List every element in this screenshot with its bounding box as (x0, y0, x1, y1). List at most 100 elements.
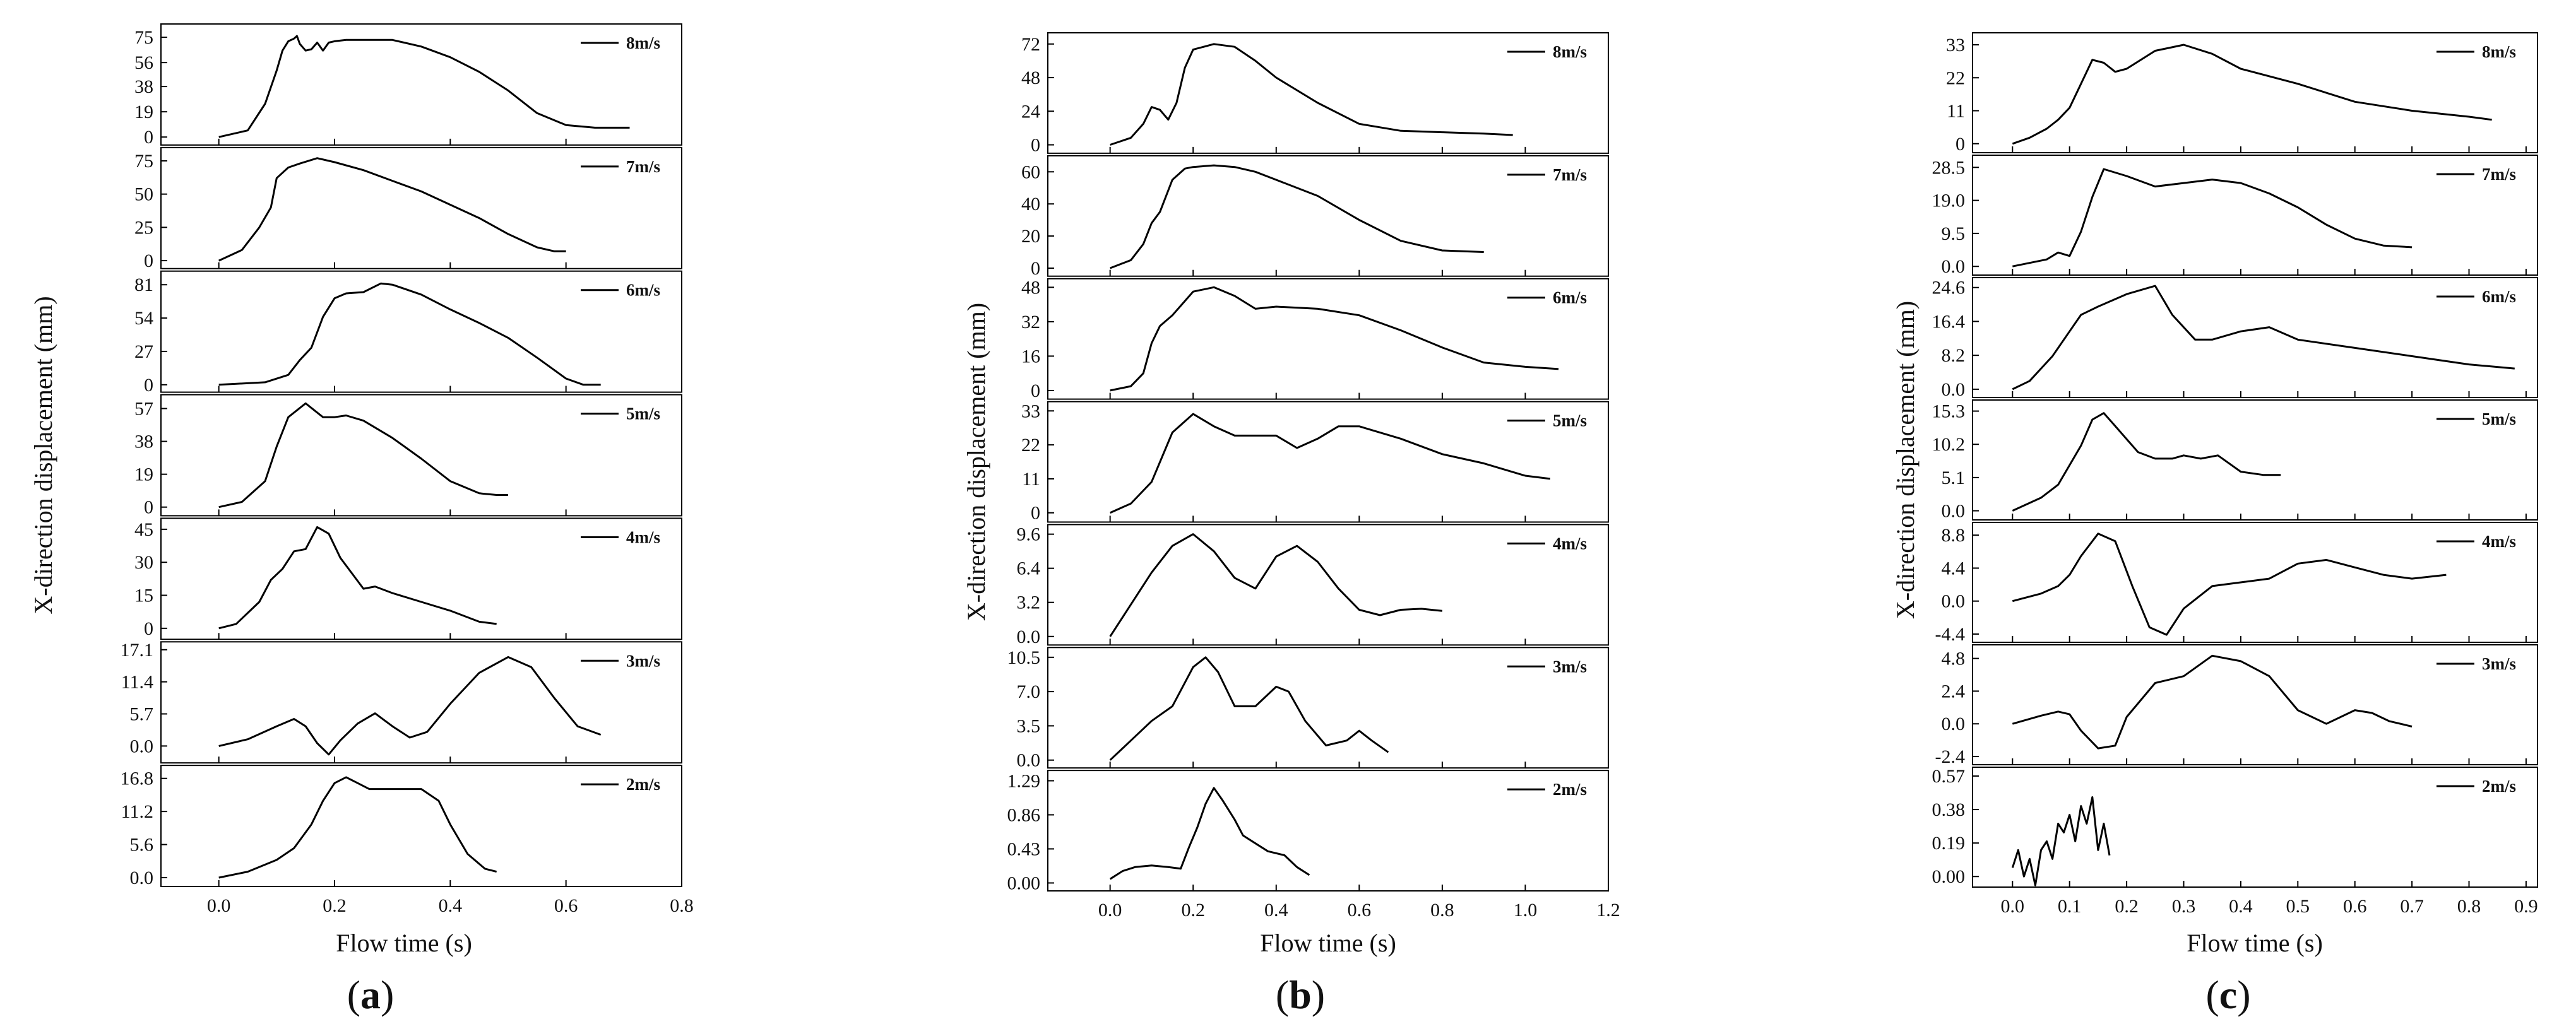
y-tick-label: 25 (134, 217, 153, 238)
series-line-8m-s (2012, 44, 2492, 145)
panel-c: 0 11 22 33 8m/s 0.0 9.5 19.0 28.5 7m/s 0.0 8.2 16.4 2… (1891, 32, 2538, 1017)
series-line-6m-s (1110, 286, 1559, 392)
x-tick-label: 0.4 (2229, 896, 2253, 917)
y-tick-label: 0 (1031, 380, 1040, 401)
subplot-frame (160, 146, 682, 269)
series-line-5m-s (2012, 412, 2281, 512)
y-tick-label: 0.0 (1942, 591, 1966, 612)
legend-label: 2m/s (1553, 780, 1587, 799)
subplot-7m-s: 0 20 40 60 7m/s (1021, 155, 1609, 279)
legend-label: 3m/s (2482, 654, 2516, 673)
series-line-5m-s (218, 402, 508, 509)
y-tick-label: 17.1 (121, 640, 154, 661)
y-tick-label: 4.4 (1942, 558, 1966, 579)
x-tick-label: 0.5 (2286, 896, 2310, 917)
y-tick-label: 0.0 (1017, 750, 1041, 771)
y-tick-label: -4.4 (1935, 624, 1966, 645)
y-tick-label: 56 (134, 52, 153, 73)
y-tick-label: 33 (1021, 401, 1040, 421)
legend-label: 3m/s (626, 651, 660, 670)
y-tick-label: 19 (134, 102, 153, 122)
series-line-4m-s (2012, 533, 2447, 636)
panel-a: 0 19 38 56 75 8m/s 0 25 50 75 7m/s 0 27 54 81 6m/s 0 19 38… (29, 23, 694, 1017)
subplot-frame (1047, 647, 1609, 769)
y-tick-label: 11.4 (121, 672, 153, 693)
x-tick-label: 0.9 (2514, 896, 2538, 917)
x-tick-label: 0.2 (2115, 896, 2139, 917)
x-tick-label: 0.0 (1098, 900, 1122, 921)
legend-label: 3m/s (1553, 657, 1587, 676)
subplot-3m-s: 0.0 3.5 7.0 10.5 3m/s (1007, 647, 1609, 771)
y-tick-label: 48 (1021, 277, 1040, 298)
y-tick-label: 50 (134, 184, 153, 205)
series-line-6m-s (218, 282, 601, 386)
subplot-frame (160, 517, 682, 640)
y-tick-label: 8.8 (1942, 525, 1966, 546)
x-tick-label: 0.0 (207, 895, 231, 916)
panel-caption-letter: b (1289, 972, 1312, 1017)
series-line-8m-s (218, 35, 630, 138)
panel-caption-letter: c (2219, 972, 2237, 1017)
y-tick-label: 6.4 (1017, 558, 1041, 579)
y-tick-label: 19.0 (1932, 191, 1966, 211)
y-tick-label: 0 (144, 250, 153, 271)
x-tick-label: 0.0 (2001, 896, 2025, 917)
y-tick-label: 0 (144, 375, 153, 396)
y-tick-label: -2.4 (1935, 746, 1966, 767)
subplot-2m-s: 0.0 5.6 11.2 16.8 2m/s (121, 765, 682, 888)
y-tick-label: 2.4 (1942, 681, 1966, 702)
y-tick-label: 0.0 (1017, 627, 1041, 647)
y-tick-label: 20 (1021, 226, 1040, 247)
y-tick-label: 81 (134, 274, 153, 295)
x-tick-label: 0.2 (1181, 900, 1205, 921)
y-tick-label: 0 (1031, 503, 1040, 524)
y-tick-label: 0 (1031, 135, 1040, 156)
y-tick-label: 0 (1956, 134, 1965, 155)
y-tick-label: 24.6 (1932, 278, 1966, 298)
y-tick-label: 22 (1946, 68, 1965, 88)
legend-label: 4m/s (1553, 534, 1587, 553)
legend-label: 8m/s (1553, 42, 1587, 61)
series-line-3m-s (1109, 656, 1389, 761)
subplot-frame (1047, 401, 1609, 523)
y-tick-label: 0.00 (1007, 873, 1041, 893)
series-line-5m-s (1110, 413, 1551, 514)
x-tick-label: 0.8 (1430, 900, 1454, 921)
legend-label: 5m/s (2482, 409, 2516, 428)
y-tick-label: 7.0 (1017, 681, 1041, 702)
y-tick-label: 11 (1022, 469, 1040, 490)
subplot-frame (160, 270, 682, 393)
y-tick-label: 0.0 (130, 868, 154, 888)
subplot-7m-s: 0.0 9.5 19.0 28.5 7m/s (1932, 155, 2538, 277)
y-tick-label: 10.5 (1007, 647, 1041, 668)
subplot-8m-s: 0 11 22 33 8m/s (1946, 32, 2538, 155)
y-tick-label: 28.5 (1932, 157, 1966, 178)
legend-label: 6m/s (1553, 288, 1587, 307)
y-tick-label: 33 (1946, 35, 1965, 56)
y-tick-label: 75 (134, 151, 153, 172)
y-axis-title: X-direction displacement (mm) (1891, 301, 1920, 619)
y-tick-label: 1.29 (1007, 770, 1041, 791)
y-tick-label: 48 (1021, 68, 1040, 88)
y-tick-label: 5.6 (130, 835, 154, 856)
legend-label: 5m/s (626, 404, 660, 423)
y-tick-label: 0 (144, 127, 153, 148)
subplot-5m-s: 0.0 5.1 10.2 15.3 5m/s (1932, 399, 2538, 522)
x-tick-label: 0.6 (1348, 900, 1372, 921)
legend-label: 7m/s (1553, 165, 1587, 184)
series-line-8m-s (1110, 43, 1513, 146)
legend-label: 7m/s (626, 157, 660, 176)
y-tick-label: 0 (1031, 258, 1040, 279)
x-tick-label: 1.2 (1596, 900, 1620, 921)
y-tick-label: 3.5 (1017, 715, 1041, 736)
subplot-frame (1972, 644, 2538, 765)
series-line-7m-s (2012, 168, 2413, 268)
y-tick-label: 16.4 (1932, 311, 1966, 332)
subplot-8m-s: 0 24 48 72 8m/s (1021, 32, 1609, 156)
legend-label: 7m/s (2482, 165, 2516, 184)
series-line-2m-s (218, 776, 497, 879)
series-line-2m-s (2011, 796, 2111, 886)
legend-label: 2m/s (2482, 777, 2516, 796)
y-tick-label: 0.0 (1942, 501, 1966, 522)
subplot-6m-s: 0 16 32 48 6m/s (1021, 277, 1609, 401)
